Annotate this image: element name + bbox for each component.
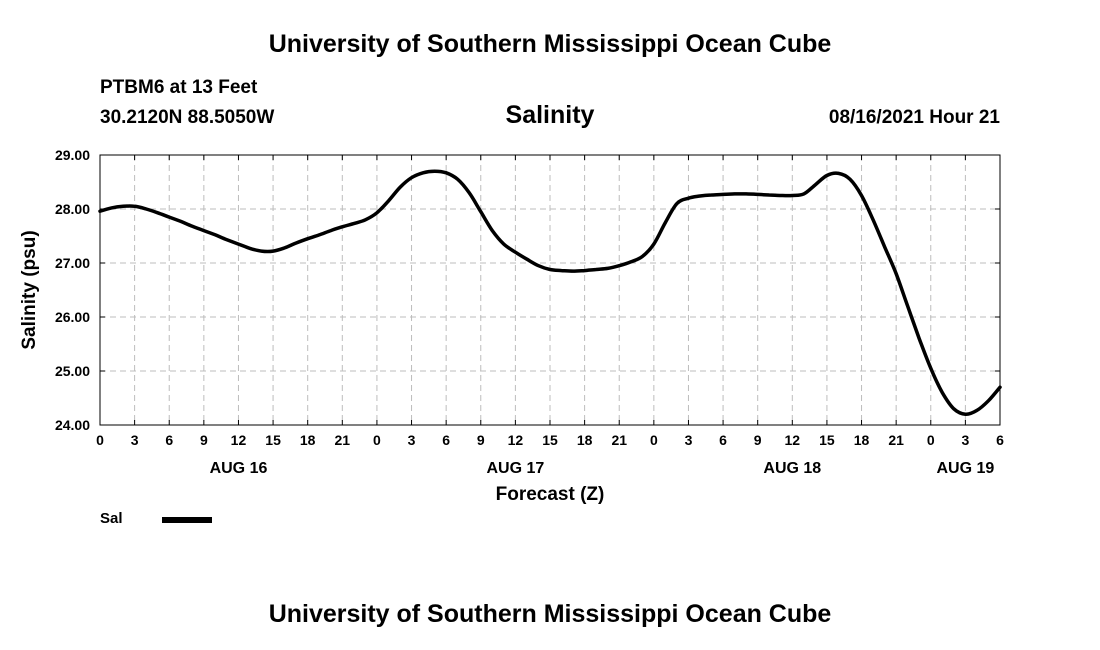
x-day-label: AUG 18 xyxy=(763,460,821,477)
x-tick-label: 15 xyxy=(819,432,835,448)
y-tick-label: 24.00 xyxy=(55,417,90,433)
y-tick-label: 28.00 xyxy=(55,201,90,217)
x-day-label: AUG 17 xyxy=(486,460,544,477)
x-tick-label: 21 xyxy=(888,432,904,448)
x-tick-label: 6 xyxy=(165,432,173,448)
x-tick-label: 18 xyxy=(577,432,593,448)
y-tick-label: 26.00 xyxy=(55,309,90,325)
x-tick-label: 0 xyxy=(650,432,658,448)
x-tick-label: 0 xyxy=(96,432,104,448)
x-tick-label: 9 xyxy=(200,432,208,448)
x-axis-label: Forecast (Z) xyxy=(496,484,605,505)
x-day-label: AUG 19 xyxy=(936,460,994,477)
x-tick-label: 18 xyxy=(854,432,870,448)
x-tick-label: 6 xyxy=(719,432,727,448)
y-tick-label: 29.00 xyxy=(55,147,90,163)
x-tick-label: 15 xyxy=(265,432,281,448)
y-axis-label: Salinity (psu) xyxy=(19,230,40,349)
x-tick-label: 0 xyxy=(927,432,935,448)
x-tick-label: 6 xyxy=(996,432,1004,448)
x-tick-label: 9 xyxy=(477,432,485,448)
y-tick-label: 25.00 xyxy=(55,363,90,379)
x-tick-label: 18 xyxy=(300,432,316,448)
x-tick-label: 3 xyxy=(131,432,139,448)
x-day-label: AUG 16 xyxy=(210,460,268,477)
chart-title-top: University of Southern Mississippi Ocean… xyxy=(268,30,832,58)
x-tick-label: 9 xyxy=(754,432,762,448)
x-tick-label: 21 xyxy=(335,432,351,448)
station-label: PTBM6 at 13 Feet xyxy=(100,77,258,98)
x-tick-label: 3 xyxy=(685,432,693,448)
x-tick-label: 12 xyxy=(231,432,247,448)
station-coordinates: 30.2120N 88.5050W xyxy=(100,107,275,128)
x-tick-label: 12 xyxy=(508,432,524,448)
x-tick-label: 12 xyxy=(785,432,801,448)
x-tick-label: 21 xyxy=(611,432,627,448)
legend-swatch xyxy=(162,517,212,523)
x-tick-label: 3 xyxy=(408,432,416,448)
y-tick-label: 27.00 xyxy=(55,255,90,271)
legend-label: Sal xyxy=(100,510,123,527)
x-tick-label: 15 xyxy=(542,432,558,448)
forecast-timestamp: 08/16/2021 Hour 21 xyxy=(828,107,1000,128)
chart-title-bottom: University of Southern Mississippi Ocean… xyxy=(268,600,832,628)
x-tick-label: 3 xyxy=(961,432,969,448)
variable-title: Salinity xyxy=(505,101,595,129)
series-line-sal xyxy=(98,169,1002,416)
x-tick-label: 6 xyxy=(442,432,450,448)
x-tick-label: 0 xyxy=(373,432,381,448)
